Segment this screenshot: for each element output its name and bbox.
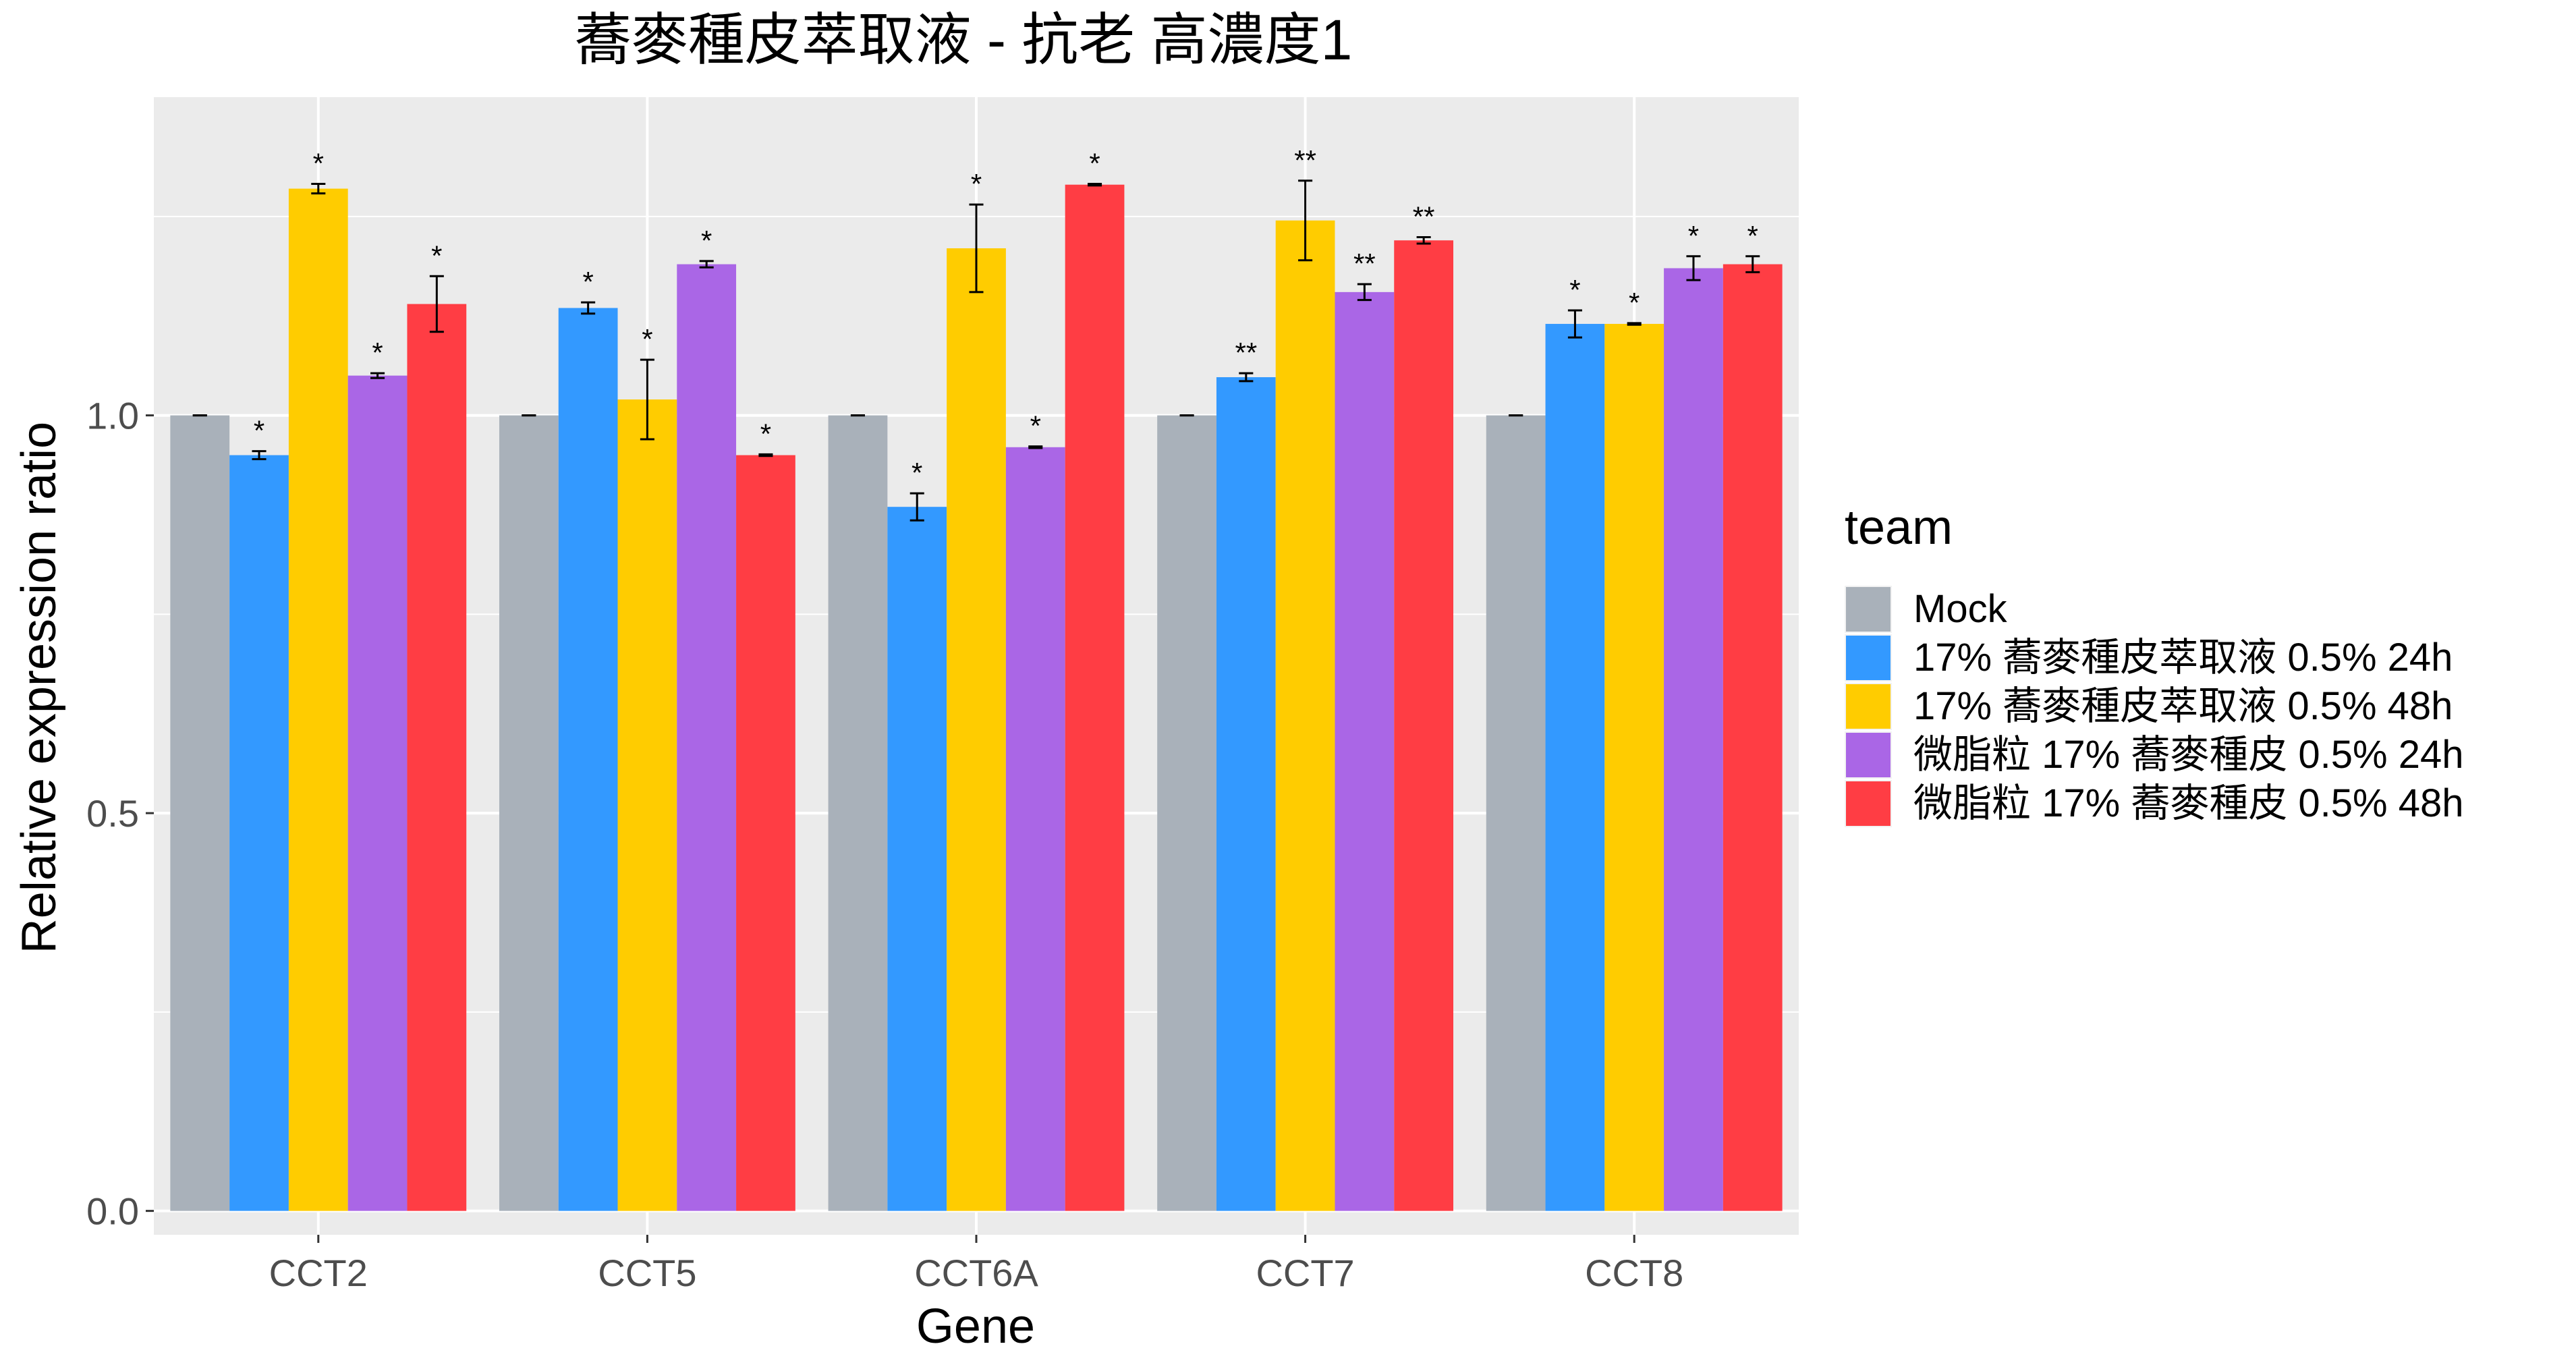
significance-label: ** xyxy=(1353,248,1376,279)
x-axis-title: Gene xyxy=(916,1300,1035,1354)
significance-label: ** xyxy=(1413,201,1435,233)
x-tick-label: CCT5 xyxy=(598,1252,696,1294)
chart-title: 蕎麥種皮萃取液 - 抗老 高濃度1 xyxy=(575,8,1353,72)
legend-title: team xyxy=(1845,501,1953,555)
legend-swatch xyxy=(1846,587,1891,632)
significance-label: * xyxy=(760,418,771,449)
legend-swatch xyxy=(1846,684,1891,729)
significance-label: ** xyxy=(1235,337,1257,368)
bar xyxy=(1394,240,1454,1211)
bar xyxy=(170,415,230,1211)
bar xyxy=(558,308,618,1211)
bar xyxy=(229,455,289,1211)
bar xyxy=(1486,415,1546,1211)
significance-label: * xyxy=(372,337,383,368)
significance-label: * xyxy=(1629,287,1640,318)
legend-label: 微脂粒 17% 蕎麥種皮 0.5% 48h xyxy=(1913,781,2464,825)
legend-label: 17% 蕎麥種皮萃取液 0.5% 24h xyxy=(1913,636,2453,679)
y-axis-title: Relative expression ratio xyxy=(12,422,66,953)
y-tick-label: 0.5 xyxy=(86,792,139,835)
x-tick-label: CCT2 xyxy=(269,1252,368,1294)
bar xyxy=(347,375,408,1211)
significance-label: * xyxy=(1688,220,1699,252)
significance-label: ** xyxy=(1294,144,1316,176)
significance-label: * xyxy=(313,148,324,179)
x-tick-label: CCT7 xyxy=(1256,1252,1354,1294)
significance-label: * xyxy=(1030,410,1041,442)
bar xyxy=(828,415,888,1211)
significance-label: * xyxy=(582,266,593,298)
legend-swatch xyxy=(1846,781,1891,826)
y-tick-label: 0.0 xyxy=(86,1190,139,1233)
bar xyxy=(1545,324,1605,1211)
bar xyxy=(288,188,348,1211)
bar xyxy=(1275,220,1335,1211)
bar xyxy=(617,399,677,1211)
significance-label: * xyxy=(701,225,712,256)
significance-label: * xyxy=(912,457,922,489)
bar xyxy=(407,304,467,1211)
significance-label: * xyxy=(1747,220,1758,252)
bar xyxy=(1065,184,1125,1211)
legend-label: 微脂粒 17% 蕎麥種皮 0.5% 24h xyxy=(1913,733,2464,777)
bar xyxy=(1335,291,1395,1211)
legend-label: 17% 蕎麥種皮萃取液 0.5% 48h xyxy=(1913,684,2453,728)
legend-swatch xyxy=(1846,636,1891,680)
significance-label: * xyxy=(971,168,982,200)
bar xyxy=(1005,447,1065,1211)
bar xyxy=(499,415,559,1211)
significance-label: * xyxy=(1569,274,1580,306)
significance-label: * xyxy=(1089,148,1100,179)
x-tick-label: CCT8 xyxy=(1585,1252,1683,1294)
bar xyxy=(677,264,737,1211)
significance-label: * xyxy=(254,415,264,447)
bar xyxy=(947,248,1006,1211)
legend-swatch xyxy=(1846,733,1891,777)
bar xyxy=(887,507,947,1211)
bar xyxy=(1216,377,1276,1211)
y-tick-label: 1.0 xyxy=(86,395,139,437)
bar xyxy=(1723,264,1783,1211)
x-tick-label: CCT6A xyxy=(914,1252,1038,1294)
significance-label: * xyxy=(431,240,442,271)
legend-label: Mock xyxy=(1913,587,2008,631)
bar xyxy=(736,455,795,1211)
bar xyxy=(1604,324,1664,1211)
significance-label: * xyxy=(642,323,652,355)
bar xyxy=(1157,415,1216,1211)
bar xyxy=(1664,268,1723,1211)
